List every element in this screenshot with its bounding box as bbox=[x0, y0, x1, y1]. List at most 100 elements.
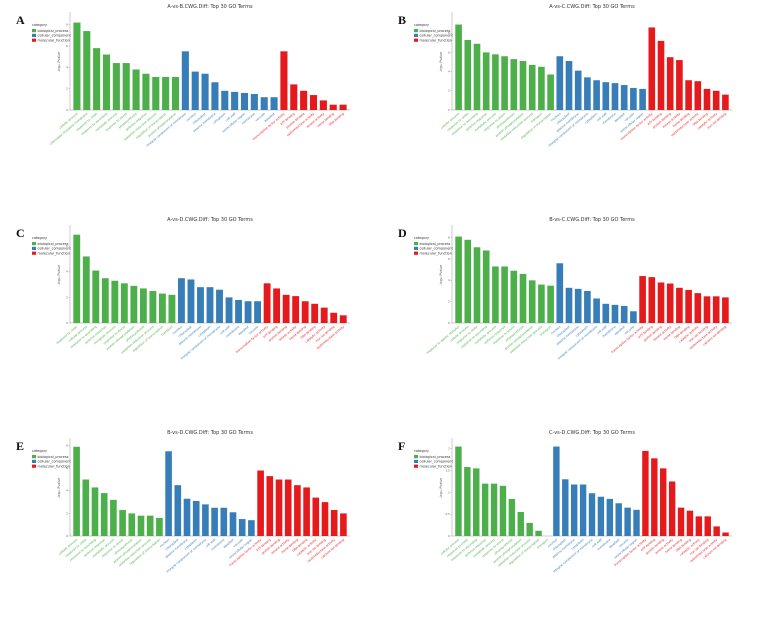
legend-label: biological_process bbox=[38, 455, 69, 459]
bar bbox=[611, 304, 619, 323]
bar bbox=[240, 92, 249, 110]
bar bbox=[330, 510, 338, 536]
legend-label: molecular_function bbox=[420, 464, 452, 468]
bar bbox=[174, 485, 182, 536]
bar bbox=[290, 84, 298, 110]
bar bbox=[597, 496, 605, 536]
legend-swatch bbox=[414, 251, 418, 255]
bar bbox=[282, 294, 290, 323]
bar bbox=[535, 530, 542, 536]
bar bbox=[686, 510, 694, 536]
legend: category biological_processcellular_compo… bbox=[32, 23, 71, 42]
bar bbox=[657, 40, 665, 110]
bar bbox=[651, 458, 658, 536]
bar bbox=[565, 287, 573, 323]
x-tick-label: nucleus bbox=[159, 537, 171, 548]
legend-label: molecular_function bbox=[420, 251, 452, 255]
bar bbox=[565, 61, 573, 110]
bar bbox=[132, 69, 140, 110]
bar bbox=[73, 22, 81, 110]
bar bbox=[677, 507, 685, 536]
legend-swatch bbox=[32, 464, 36, 468]
bar bbox=[499, 485, 507, 536]
y-tick-label: 1 bbox=[448, 490, 450, 494]
legend-title: category bbox=[32, 23, 47, 27]
bar bbox=[149, 291, 157, 323]
legend-swatch bbox=[32, 459, 36, 463]
bar bbox=[620, 85, 628, 110]
bar bbox=[257, 470, 264, 536]
bar bbox=[722, 297, 729, 323]
chart-title: A-vs-B.CWG.Diff: Top 30 GO Terms bbox=[167, 4, 253, 10]
bar bbox=[547, 74, 554, 110]
bar bbox=[642, 450, 649, 536]
bar bbox=[588, 493, 596, 536]
bar bbox=[201, 73, 209, 110]
panel-label: A bbox=[16, 13, 25, 27]
legend: category biological_processcellular_compo… bbox=[32, 449, 71, 468]
bar bbox=[556, 263, 564, 323]
legend-swatch bbox=[414, 242, 418, 246]
bar bbox=[181, 51, 189, 110]
chart-d: D B-vs-C.CWG.Diff: Top 30 GO Terms -log₁₀ … bbox=[398, 217, 732, 360]
bar bbox=[676, 287, 683, 323]
bar bbox=[528, 64, 536, 110]
y-tick-label: 0.5 bbox=[446, 512, 450, 516]
bar bbox=[510, 270, 518, 323]
bar bbox=[570, 484, 578, 536]
bar bbox=[220, 507, 228, 536]
legend-label: biological_process bbox=[420, 455, 451, 459]
bar bbox=[231, 91, 239, 110]
bar bbox=[122, 63, 130, 110]
bar bbox=[119, 510, 126, 536]
panel-a: A A-vs-B.CWG.Diff: Top 30 GO Terms -log₁₀ … bbox=[14, 0, 354, 205]
legend-title: category bbox=[414, 23, 429, 27]
legend: category biological_processcellular_compo… bbox=[414, 23, 453, 42]
bar bbox=[624, 507, 631, 536]
x-tick-label: vacuole bbox=[624, 325, 636, 336]
bar bbox=[312, 497, 320, 536]
bar bbox=[309, 95, 318, 110]
bar bbox=[630, 311, 637, 323]
bar bbox=[694, 293, 702, 323]
y-axis-title: -log₁₀ Pvalue bbox=[57, 478, 61, 498]
bar bbox=[191, 71, 199, 110]
y-tick-label: 8 bbox=[66, 444, 68, 448]
legend-label: cellular_component bbox=[420, 34, 454, 38]
y-tick-label: 0 bbox=[448, 534, 450, 538]
bar bbox=[584, 77, 591, 110]
bar bbox=[229, 512, 237, 536]
legend-label: molecular_function bbox=[420, 38, 452, 42]
panel-label: D bbox=[398, 226, 407, 240]
bar bbox=[695, 516, 703, 536]
bar bbox=[139, 288, 147, 323]
y-tick-label: 2 bbox=[448, 447, 450, 451]
legend-swatch bbox=[32, 455, 36, 459]
y-tick-label: 0 bbox=[448, 321, 450, 325]
y-tick-label: 0 bbox=[66, 534, 68, 538]
bar bbox=[216, 289, 223, 323]
bar bbox=[158, 293, 166, 323]
legend: category biological_processcellular_compo… bbox=[414, 449, 453, 468]
x-tick-label: apoplast bbox=[613, 111, 626, 123]
legend-swatch bbox=[414, 29, 418, 33]
chart-e: E B-vs-D.CWG.Diff: Top 30 GO Terms -log₁₀ … bbox=[16, 430, 350, 573]
bar bbox=[538, 66, 545, 110]
bar bbox=[102, 54, 111, 110]
panel-e: E B-vs-D.CWG.Diff: Top 30 GO Terms -log₁₀ … bbox=[14, 426, 354, 631]
bar bbox=[340, 513, 347, 536]
legend-swatch bbox=[32, 33, 36, 37]
legend-swatch bbox=[32, 38, 36, 42]
x-tick-label: vacuole bbox=[618, 538, 630, 549]
bar bbox=[300, 90, 308, 110]
bar bbox=[292, 296, 300, 323]
bar bbox=[211, 507, 218, 536]
bar bbox=[703, 88, 711, 110]
bar bbox=[519, 61, 527, 110]
bar bbox=[593, 80, 600, 110]
bar bbox=[620, 305, 628, 323]
bar bbox=[339, 315, 347, 323]
legend-title: category bbox=[32, 449, 47, 453]
legend: category biological_processcellular_compo… bbox=[32, 236, 71, 255]
y-axis-title: -log₁₀ Pvalue bbox=[57, 265, 61, 285]
